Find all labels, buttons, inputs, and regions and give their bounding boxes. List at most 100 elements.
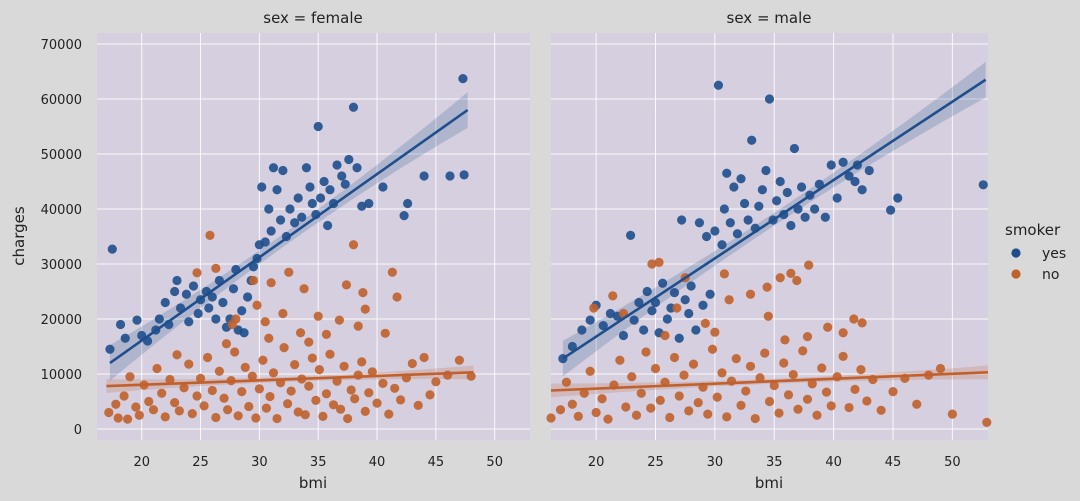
point-yes [160,297,170,308]
point-no [857,318,867,328]
point-no [703,409,713,419]
point-no [431,377,441,387]
point-no [279,343,289,353]
point-no [567,399,577,409]
point-no [838,328,848,338]
x-tick-label: 25 [647,455,664,470]
point-yes [285,204,295,214]
point-no [321,329,332,339]
point-yes [793,204,803,214]
point-no [131,402,141,412]
point-no [184,359,194,369]
point-yes [193,308,203,319]
point-no [655,395,665,405]
point-no [339,361,349,371]
point-no [650,363,661,374]
point-no [741,386,751,396]
point-no [849,314,859,324]
point-no [798,346,808,356]
points-female [104,74,476,424]
point-no [876,405,886,415]
point-no [615,355,625,365]
point-no [278,308,288,319]
point-no [248,275,259,286]
point-no [247,371,257,381]
point-no [802,394,813,404]
x-ticks-male: 20 25 30 35 40 45 50 [588,455,961,470]
point-no [264,333,274,343]
point-no [660,330,670,341]
point-yes [647,306,657,316]
point-yes [832,193,842,203]
point-no [334,315,344,325]
point-no [561,377,572,387]
point-yes [782,187,792,198]
point-no [299,284,309,294]
point-no [647,259,657,269]
point-yes [181,289,192,299]
point-yes [319,176,329,187]
point-no [745,289,756,299]
point-no [823,322,833,332]
point-no [454,355,465,365]
point-yes [684,308,694,319]
point-yes [132,315,142,325]
x-ticks-female: 20 25 30 35 40 45 50 [133,455,503,470]
point-yes [344,154,354,165]
point-no [144,396,154,407]
point-no [712,392,722,402]
point-yes [364,198,374,209]
point-no [395,395,406,405]
point-no [935,363,946,374]
point-yes [218,297,228,308]
regression-line-yes [109,108,469,365]
point-yes [764,94,775,104]
point-yes [618,330,629,341]
point-yes [307,198,317,209]
point-yes [260,237,270,247]
point-no [387,267,397,277]
point-yes [419,171,429,181]
y-tick-label: 20000 [41,313,82,328]
point-no [211,412,221,423]
point-yes [772,196,782,206]
point-no [775,273,785,283]
point-no [636,388,646,398]
point-no [631,410,642,420]
point-yes [239,328,249,338]
point-no [318,411,328,421]
point-yes [204,303,214,313]
point-yes [736,174,746,184]
x-tick-label: 20 [588,455,605,470]
point-no [307,353,317,363]
point-yes [786,220,796,231]
point-yes [743,215,753,225]
point-no [170,398,180,408]
point-no [348,240,359,250]
point-yes [293,193,303,203]
point-no [674,391,684,401]
point-yes [577,325,587,335]
point-no [378,378,388,388]
point-no [350,394,360,404]
point-yes [691,325,701,335]
point-no [392,292,402,302]
point-no [947,409,957,419]
point-no [719,269,729,279]
point-no [888,387,898,397]
point-no [252,300,262,310]
point-no [466,371,476,381]
point-no [286,386,296,396]
point-yes [266,226,276,236]
point-no [722,412,732,422]
point-yes [399,211,409,221]
point-no [862,396,872,406]
point-no [268,368,279,378]
point-yes [598,321,608,331]
point-yes [403,198,413,209]
point-yes [313,121,323,132]
point-no [148,405,159,415]
point-no [762,282,772,292]
point-no [693,398,703,408]
point-no [219,393,229,403]
